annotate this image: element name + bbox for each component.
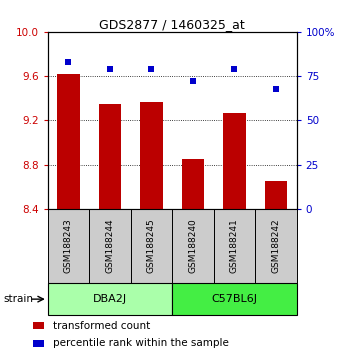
Bar — [48, 283, 172, 315]
Bar — [172, 209, 214, 283]
Point — [66, 59, 71, 65]
Point — [232, 66, 237, 72]
Bar — [214, 209, 255, 283]
Bar — [57, 74, 80, 209]
Bar — [48, 209, 89, 283]
Bar — [172, 283, 297, 315]
Bar — [140, 102, 163, 209]
Text: GSM188241: GSM188241 — [230, 219, 239, 273]
Bar — [131, 209, 172, 283]
Text: strain: strain — [3, 294, 33, 304]
Point — [190, 79, 196, 84]
Text: percentile rank within the sample: percentile rank within the sample — [53, 338, 228, 348]
Text: C57BL6J: C57BL6J — [211, 294, 257, 304]
Bar — [265, 181, 287, 209]
Text: GSM188244: GSM188244 — [105, 219, 115, 273]
Bar — [89, 209, 131, 283]
Text: transformed count: transformed count — [53, 321, 150, 331]
Text: DBA2J: DBA2J — [93, 294, 127, 304]
Text: GSM188245: GSM188245 — [147, 219, 156, 273]
Title: GDS2877 / 1460325_at: GDS2877 / 1460325_at — [99, 18, 245, 31]
Text: GSM188242: GSM188242 — [271, 219, 280, 273]
Bar — [223, 113, 246, 209]
Bar — [33, 322, 44, 330]
Point — [273, 86, 279, 91]
Bar — [99, 104, 121, 209]
Bar — [33, 339, 44, 347]
Text: GSM188240: GSM188240 — [189, 219, 197, 273]
Point — [107, 66, 113, 72]
Bar — [255, 209, 297, 283]
Text: GSM188243: GSM188243 — [64, 219, 73, 273]
Point — [149, 66, 154, 72]
Bar — [181, 159, 204, 209]
